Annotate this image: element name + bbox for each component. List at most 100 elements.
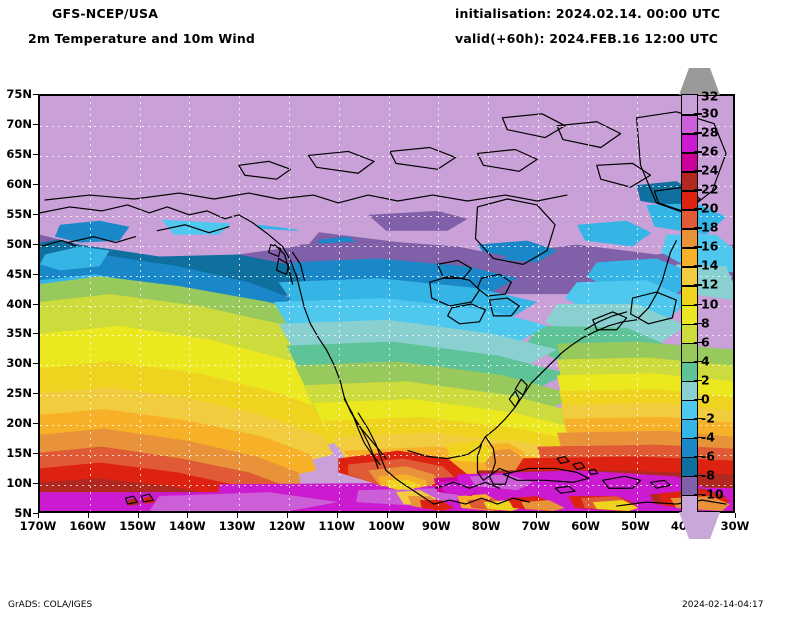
colorbar-tick bbox=[694, 360, 702, 363]
x-axis-label: 150W bbox=[119, 519, 156, 533]
y-axis-label: 5N bbox=[14, 506, 32, 520]
x-axis-tick bbox=[286, 513, 288, 518]
colorbar-swatch bbox=[682, 171, 697, 191]
x-axis-tick bbox=[585, 513, 587, 518]
field-title: 2m Temperature and 10m Wind bbox=[28, 31, 256, 46]
colorbar-tick-label: -10 bbox=[701, 486, 724, 502]
temperature-field bbox=[40, 96, 733, 511]
colorbar-swatch bbox=[682, 114, 697, 134]
colorbar-swatch bbox=[682, 228, 697, 248]
colorbar-tick bbox=[694, 189, 702, 191]
colorbar-tick-label: 6 bbox=[701, 334, 710, 350]
x-axis-label: 160W bbox=[69, 519, 107, 533]
colorbar-swatch bbox=[682, 494, 697, 515]
colorbar-tick bbox=[694, 455, 702, 458]
x-axis-tick bbox=[735, 513, 736, 518]
colorbar-swatch bbox=[682, 304, 697, 325]
x-axis-label: 80W bbox=[471, 519, 501, 533]
colorbar-divider bbox=[682, 285, 697, 287]
x-axis-tick bbox=[87, 513, 89, 518]
colorbar-tick bbox=[694, 417, 702, 420]
colorbar-divider bbox=[682, 304, 697, 306]
colorbar-tick-label: -4 bbox=[701, 429, 715, 445]
init-time: initialisation: 2024.02.14. 00:00 UTC bbox=[455, 6, 721, 21]
y-axis-label: 25N bbox=[6, 386, 32, 401]
colorbar-divider bbox=[682, 437, 697, 440]
y-axis-label: 75N bbox=[6, 87, 32, 101]
y-axis-label: 40N bbox=[6, 296, 32, 311]
colorbar-tick bbox=[694, 493, 702, 496]
valid-time: valid(+60h): 2024.FEB.16 12:00 UTC bbox=[455, 31, 719, 46]
colorbar-divider bbox=[682, 228, 697, 230]
x-axis-label: 140W bbox=[168, 519, 206, 533]
x-axis-label: 50W bbox=[621, 519, 650, 533]
colorbar-swatch bbox=[682, 361, 697, 382]
colorbar-tick-label: -8 bbox=[701, 467, 715, 483]
colorbar-tick-label: -6 bbox=[701, 448, 715, 464]
colorbar-tick-label: 0 bbox=[701, 391, 710, 407]
x-axis-label: 120W bbox=[268, 519, 306, 533]
colorbar-tick-label: 28 bbox=[701, 124, 719, 140]
colorbar-divider bbox=[682, 171, 697, 173]
temperature-map-plot bbox=[38, 94, 735, 513]
colorbar-divider bbox=[682, 361, 697, 364]
colorbar-tick bbox=[694, 436, 702, 439]
colorbar-tick-label: 2 bbox=[701, 372, 710, 388]
y-axis-tick bbox=[33, 333, 38, 335]
colorbar-tick-label: 8 bbox=[701, 315, 710, 331]
y-axis-label: 70N bbox=[6, 116, 32, 131]
colorbar-tick bbox=[694, 303, 702, 305]
x-axis-tick bbox=[336, 513, 338, 518]
colorbar-divider bbox=[682, 152, 697, 154]
colorbar-tick-label: 22 bbox=[701, 181, 719, 197]
colorbar-swatch bbox=[682, 342, 697, 363]
colorbar-swatch bbox=[682, 456, 697, 477]
colorbar-swatch bbox=[682, 209, 697, 229]
x-axis-label: 60W bbox=[571, 519, 600, 533]
x-axis-tick bbox=[436, 513, 438, 518]
colorbar-swatch bbox=[682, 152, 697, 172]
colorbar-tick-label: -2 bbox=[701, 410, 715, 426]
y-axis-tick bbox=[33, 213, 38, 215]
colorbar-tick-label: 32 bbox=[701, 88, 719, 104]
colorbar-divider bbox=[682, 342, 697, 345]
colorbar-tick bbox=[694, 132, 702, 134]
colorbar-tick-label: 12 bbox=[701, 276, 719, 292]
x-axis-label: 70W bbox=[521, 519, 551, 533]
colorbar-divider bbox=[682, 323, 697, 326]
colorbar-tick-label: 20 bbox=[701, 200, 719, 216]
y-axis-label: 45N bbox=[6, 266, 32, 281]
colorbar-divider bbox=[682, 494, 697, 497]
colorbar-swatch bbox=[682, 380, 697, 401]
colorbar-swatch bbox=[682, 418, 697, 439]
colorbar-tick bbox=[694, 284, 702, 286]
colorbar-tick bbox=[694, 398, 702, 401]
x-axis-tick bbox=[187, 513, 189, 518]
x-axis-label: 30W bbox=[720, 519, 750, 533]
colorbar-tick bbox=[694, 170, 702, 172]
colorbar-tick bbox=[694, 208, 702, 210]
colorbar-tick bbox=[694, 227, 702, 229]
x-axis-tick bbox=[535, 513, 537, 518]
colorbar-tick bbox=[694, 265, 702, 267]
colorbar-swatch bbox=[682, 323, 697, 344]
temperature-colorbar bbox=[681, 94, 698, 515]
colorbar-swatch bbox=[682, 190, 697, 210]
model-title: GFS-NCEP/USA bbox=[52, 6, 159, 21]
colorbar-tick bbox=[694, 341, 702, 344]
y-axis-tick bbox=[33, 273, 38, 275]
y-axis-label: 10N bbox=[6, 476, 32, 491]
y-axis-label: 60N bbox=[6, 176, 32, 191]
colorbar-tick-label: 30 bbox=[701, 105, 719, 121]
colorbar-swatch bbox=[682, 133, 697, 153]
colorbar-swatch bbox=[682, 475, 697, 496]
colorbar-divider bbox=[682, 209, 697, 211]
y-axis-label: 65N bbox=[6, 146, 32, 161]
colorbar-over-arrow-icon bbox=[679, 68, 720, 95]
y-axis-label: 55N bbox=[6, 206, 32, 221]
y-axis-tick bbox=[33, 483, 38, 485]
colorbar-swatch bbox=[682, 285, 697, 306]
colorbar-swatch bbox=[682, 437, 697, 458]
x-axis-tick bbox=[237, 513, 239, 518]
y-axis-label: 20N bbox=[6, 416, 32, 431]
